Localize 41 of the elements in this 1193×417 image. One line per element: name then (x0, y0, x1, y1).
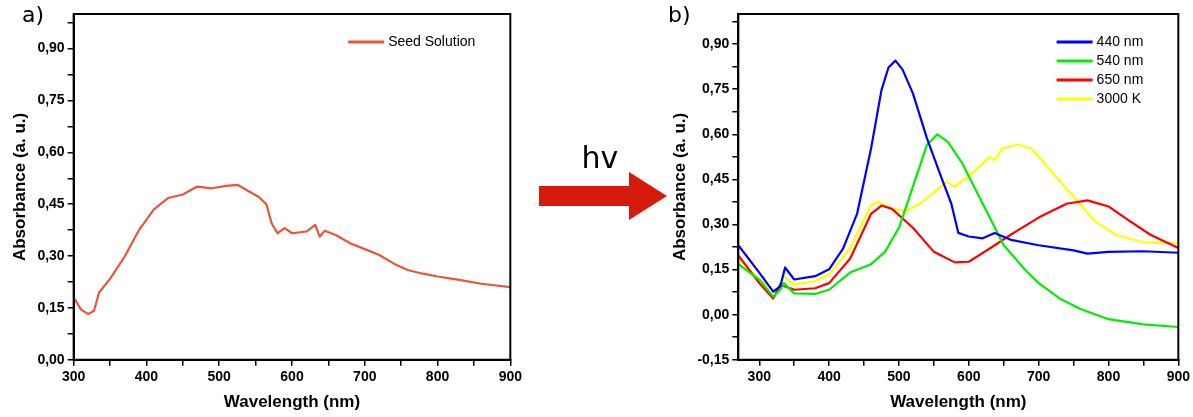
y-tick-label: 0,00 (37, 350, 65, 367)
y-tick-label: 0,60 (37, 143, 65, 160)
y-tick-label: 0,45 (702, 170, 730, 187)
x-tick-label: 800 (425, 368, 450, 385)
y-tick-label: 0,90 (702, 34, 730, 51)
y-tick-label: 0,00 (702, 305, 730, 322)
x-tick-label: 700 (353, 368, 377, 385)
y-tick-label: 0,90 (37, 39, 65, 56)
x-tick-label: 300 (61, 368, 86, 385)
legend-label: 540 nm (1096, 51, 1144, 68)
x-tick-label: 500 (207, 368, 232, 385)
x-tick-label: 900 (1166, 368, 1191, 385)
x-tick-label: 700 (1026, 368, 1051, 385)
y-tick-label: 0,75 (702, 80, 730, 97)
y-tick-label: 0,60 (702, 125, 730, 142)
x-axis-title: Wavelength (nm) (223, 392, 361, 412)
x-tick-label: 500 (887, 368, 911, 385)
chart-title: b) (668, 2, 691, 27)
x-tick-label: 400 (134, 368, 159, 385)
y-axis-title: Absorbance (a. u.) (9, 112, 29, 262)
text: hv (580, 140, 620, 175)
x-tick-label: 300 (747, 368, 772, 385)
x-tick-label: 800 (1096, 368, 1121, 385)
legend-label: 650 nm (1096, 70, 1144, 87)
y-tick-label: 0,45 (37, 195, 65, 212)
x-tick-label: 900 (498, 368, 523, 385)
y-tick-label: 0,30 (702, 215, 730, 232)
y-axis-title: Absorbance (a. u.) (669, 112, 689, 262)
y-tick-label: 0,15 (37, 298, 65, 315)
x-axis-title: Wavelength (nm) (890, 392, 1027, 412)
y-tick-label: 0,15 (702, 260, 730, 277)
y-tick-label: 0,75 (37, 91, 65, 108)
legend-label: 3000 K (1096, 89, 1142, 106)
legend-label: 440 nm (1096, 32, 1144, 49)
x-tick-label: 400 (817, 368, 841, 385)
chart-title: a) (22, 2, 45, 27)
x-tick-label: 600 (280, 368, 304, 385)
legend-label: Seed Solution (388, 32, 476, 49)
x-tick-label: 600 (957, 368, 981, 385)
y-tick-label: 0,30 (37, 246, 65, 263)
y-tick-label: -0,15 (697, 350, 730, 367)
